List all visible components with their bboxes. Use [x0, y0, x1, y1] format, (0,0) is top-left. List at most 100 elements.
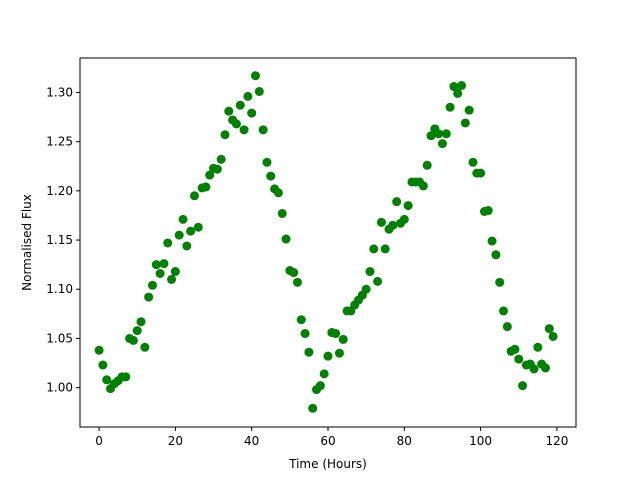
- data-point: [273, 188, 283, 198]
- y-tick-label: 1.05: [46, 331, 73, 345]
- data-point: [132, 326, 142, 336]
- data-point: [468, 157, 478, 167]
- data-point: [239, 125, 249, 135]
- data-point: [334, 348, 344, 358]
- data-point: [365, 267, 375, 277]
- data-point: [216, 154, 226, 164]
- data-point: [392, 197, 402, 207]
- y-axis-ticks: 1.00 1.05 1.10 1.15 1.20 1.25 1.30: [46, 85, 80, 395]
- data-point: [247, 108, 257, 118]
- data-point: [94, 345, 104, 355]
- data-point: [155, 269, 165, 278]
- x-axis-ticks: 0 20 40 60 80 100 120: [95, 427, 568, 448]
- data-point: [373, 276, 383, 286]
- data-point: [159, 259, 169, 269]
- data-point: [296, 315, 306, 325]
- data-point: [201, 182, 211, 192]
- data-point: [445, 102, 455, 112]
- data-point: [460, 118, 470, 128]
- data-point: [292, 277, 302, 287]
- data-point: [220, 130, 230, 140]
- data-point: [205, 170, 215, 180]
- y-tick-label: 1.20: [46, 184, 73, 198]
- data-point: [331, 329, 341, 339]
- data-point: [514, 354, 524, 364]
- data-point: [235, 100, 245, 110]
- data-point: [182, 241, 192, 251]
- data-point: [529, 364, 539, 374]
- data-point: [231, 119, 241, 129]
- data-point: [174, 230, 184, 240]
- data-point: [422, 160, 432, 170]
- data-point: [495, 277, 505, 287]
- y-tick-label: 1.25: [46, 135, 73, 149]
- data-point: [128, 335, 138, 345]
- data-point: [388, 220, 398, 230]
- data-point: [548, 331, 558, 341]
- data-point: [338, 334, 348, 344]
- data-point: [453, 88, 463, 98]
- data-point: [224, 106, 234, 116]
- data-point: [361, 284, 371, 294]
- data-point: [262, 157, 272, 167]
- data-point: [476, 168, 486, 178]
- data-point: [251, 71, 261, 81]
- data-point: [178, 214, 188, 224]
- data-point: [193, 222, 203, 232]
- data-point: [167, 274, 177, 284]
- x-tick-label: 60: [320, 434, 335, 448]
- data-point: [300, 329, 310, 339]
- x-tick-label: 80: [397, 434, 412, 448]
- data-point: [323, 351, 333, 361]
- data-point: [434, 129, 444, 139]
- x-tick-label: 120: [545, 434, 568, 448]
- x-tick-label: 20: [168, 434, 183, 448]
- y-tick-label: 1.10: [46, 282, 73, 296]
- x-tick-label: 0: [95, 434, 103, 448]
- y-axis-label: Normalised Flux: [20, 194, 34, 291]
- data-point: [121, 372, 131, 382]
- data-point: [403, 201, 413, 211]
- data-point: [441, 129, 451, 139]
- data-point: [483, 206, 493, 216]
- data-point: [151, 260, 161, 270]
- data-point: [518, 381, 528, 391]
- data-point: [540, 363, 550, 373]
- x-tick-label: 40: [244, 434, 259, 448]
- data-point: [140, 342, 150, 352]
- x-tick-label: 100: [469, 434, 492, 448]
- data-point: [102, 375, 112, 385]
- data-point: [144, 292, 154, 302]
- y-tick-label: 1.15: [46, 233, 73, 247]
- data-point: [510, 344, 520, 354]
- data-point: [163, 238, 173, 248]
- data-point: [457, 81, 467, 91]
- data-point: [258, 125, 268, 135]
- data-point: [212, 164, 222, 174]
- data-point: [308, 403, 318, 413]
- data-point: [376, 217, 386, 227]
- data-point: [319, 369, 329, 379]
- data-point: [289, 268, 299, 278]
- data-point: [369, 244, 379, 254]
- data-point: [147, 280, 157, 290]
- y-tick-label: 1.00: [46, 381, 73, 395]
- data-point: [170, 267, 180, 277]
- data-point: [533, 342, 543, 352]
- data-point: [487, 236, 497, 246]
- data-point: [189, 191, 199, 201]
- data-point: [281, 234, 291, 244]
- x-axis-label: Time (Hours): [288, 457, 367, 471]
- data-point: [315, 381, 325, 391]
- data-point: [399, 214, 409, 224]
- y-tick-label: 1.30: [46, 85, 73, 99]
- data-point: [499, 306, 509, 316]
- data-point: [418, 181, 428, 191]
- data-point: [277, 208, 287, 218]
- data-points: [94, 71, 558, 413]
- data-point: [304, 347, 314, 357]
- data-point: [437, 139, 447, 149]
- data-point: [449, 82, 459, 92]
